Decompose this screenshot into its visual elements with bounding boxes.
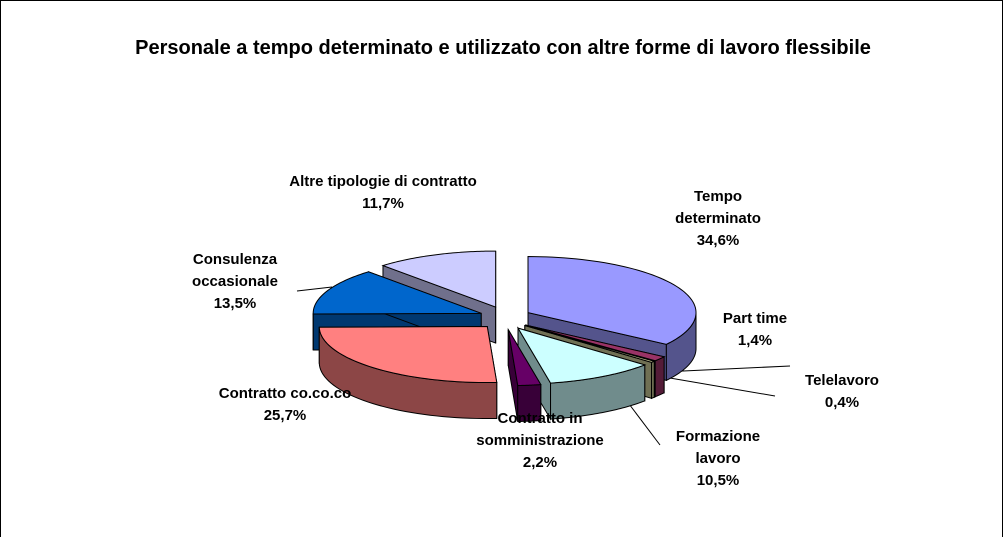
slice-value: 10,5% bbox=[696, 472, 740, 489]
slice-value: 2,2% bbox=[522, 454, 558, 471]
slice-top bbox=[318, 326, 498, 384]
slice-wall bbox=[651, 360, 655, 400]
slice-value: 0,4% bbox=[824, 394, 860, 411]
slice-top bbox=[527, 256, 697, 345]
slice-value: 13,5% bbox=[213, 295, 257, 312]
slice-value: 11,7% bbox=[362, 195, 404, 212]
slice-value: 25,7% bbox=[263, 407, 307, 424]
slice-label: Tempo determinato 34,6% bbox=[658, 186, 778, 252]
slice-name: Altre tipologie di contratto bbox=[289, 173, 477, 190]
leader-line bbox=[661, 365, 791, 373]
slice-name: Formazione lavoro bbox=[675, 428, 761, 467]
slice-wall bbox=[654, 356, 665, 398]
leader-line bbox=[663, 376, 776, 397]
slice-value: 1,4% bbox=[737, 332, 773, 349]
slice-label: Consulenza occasionale 13,5% bbox=[170, 249, 300, 315]
slice-name: Part time bbox=[722, 310, 788, 327]
slice-top bbox=[525, 324, 666, 362]
slice-value: 34,6% bbox=[696, 232, 740, 249]
slice-top bbox=[507, 329, 542, 387]
slice-name: Contratto in somministrazione bbox=[476, 410, 604, 449]
slice-top bbox=[524, 325, 656, 363]
slice bbox=[318, 326, 498, 420]
slice-name: Consulenza occasionale bbox=[192, 251, 278, 290]
slice bbox=[507, 327, 542, 423]
leader-line bbox=[296, 286, 333, 292]
slice-label: Part time 1,4% bbox=[705, 308, 805, 352]
slice-label: Altre tipologie di contratto 11,7% bbox=[288, 171, 478, 215]
slice-top bbox=[312, 271, 482, 315]
slice-top bbox=[516, 327, 647, 384]
slice-name: Tempo determinato bbox=[675, 188, 761, 227]
slice-label: Contratto in somministrazione 2,2% bbox=[453, 408, 628, 474]
slice-top bbox=[381, 250, 497, 308]
slice-name: Contratto co.co.co bbox=[218, 385, 352, 402]
chart-title: Personale a tempo determinato e utilizza… bbox=[135, 37, 871, 59]
slice-label: Contratto co.co.co 25,7% bbox=[180, 383, 390, 427]
pie bbox=[312, 250, 697, 423]
slice-label: Formazione lavoro 10,5% bbox=[663, 426, 773, 492]
slice-label: Telelavoro 0,4% bbox=[782, 370, 902, 414]
slice-name: Telelavoro bbox=[805, 372, 879, 389]
